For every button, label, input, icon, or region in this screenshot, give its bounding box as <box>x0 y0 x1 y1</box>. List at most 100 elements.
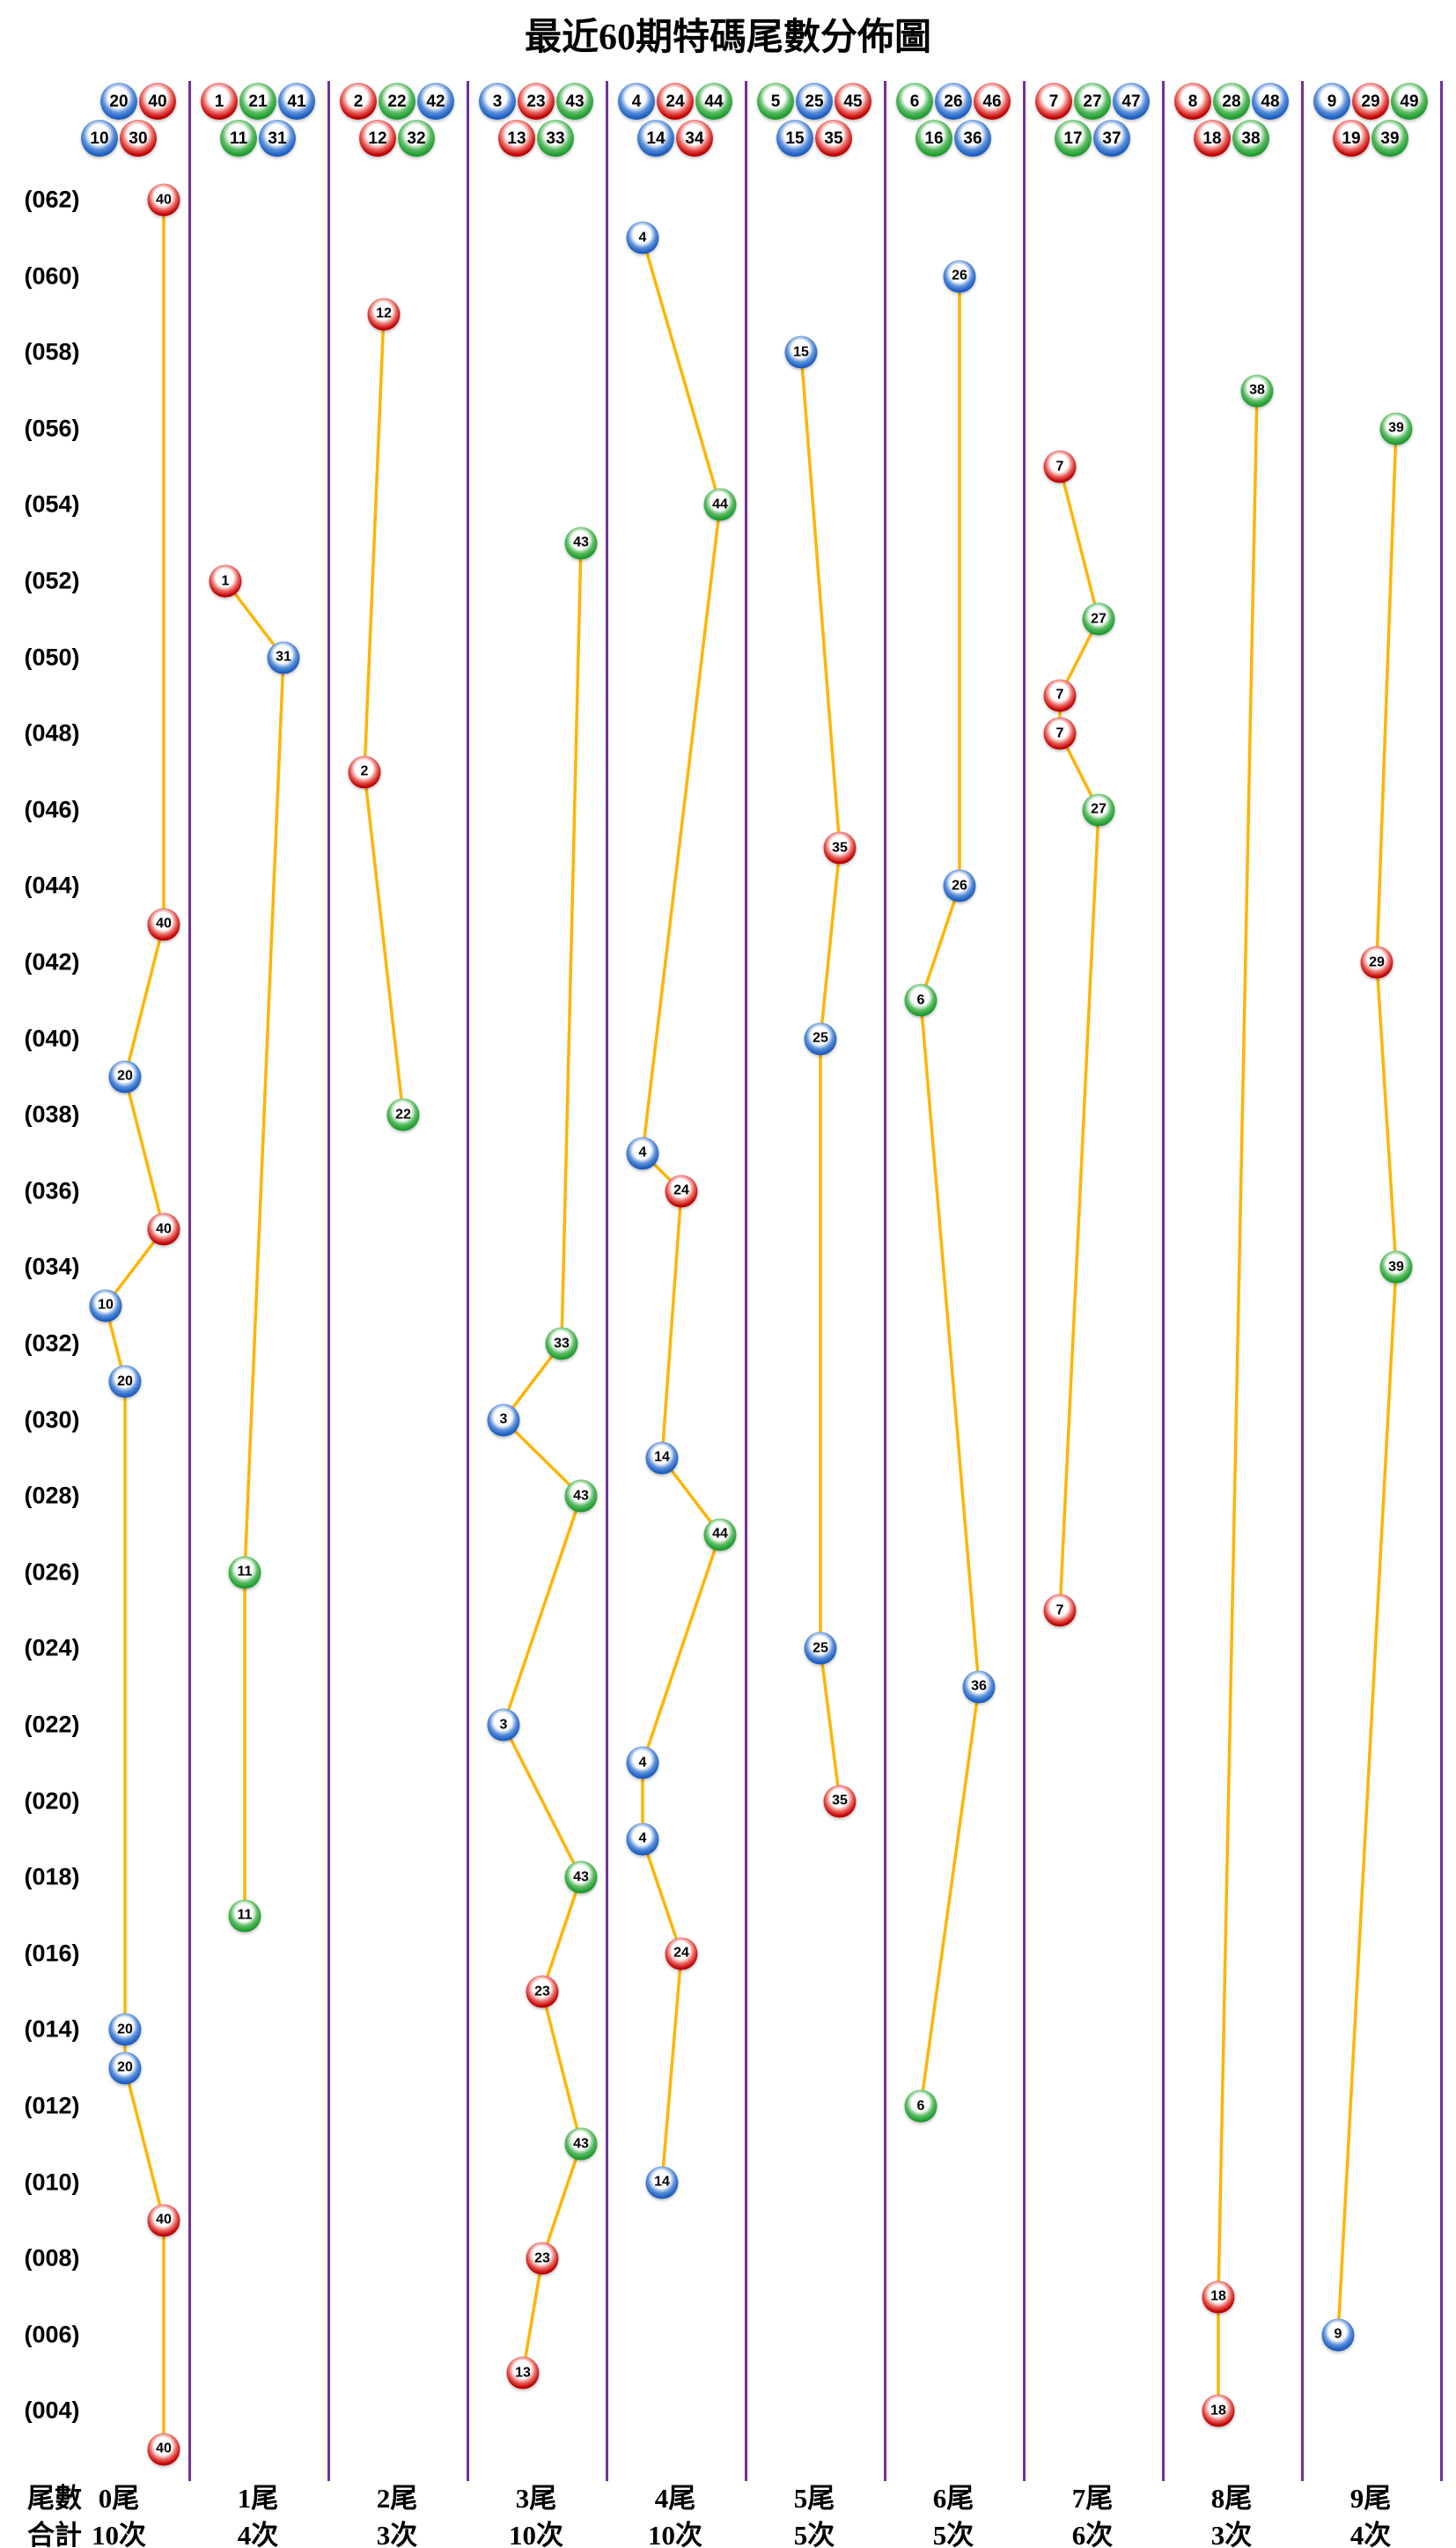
footer-tail-value: 1尾 <box>237 2483 279 2514</box>
lottery-ball-33: 33 <box>537 120 574 157</box>
ball-number: 33 <box>554 1336 570 1351</box>
lottery-ball-7: 7 <box>1043 717 1077 750</box>
footer-tail-value: 0尾 <box>98 2483 140 2514</box>
ball-number: 31 <box>268 129 287 148</box>
ball-number: 34 <box>685 129 704 148</box>
lottery-ball-27: 27 <box>1082 602 1115 636</box>
trend-line <box>1217 390 1259 2412</box>
lottery-ball-22: 22 <box>379 83 415 120</box>
ball-number: 14 <box>654 1449 670 1465</box>
trend-line <box>799 352 842 1801</box>
ball-number: 43 <box>573 2136 589 2152</box>
ball-number: 24 <box>665 92 685 111</box>
column-divider <box>327 81 330 2481</box>
ball-number: 7 <box>1055 725 1064 741</box>
lottery-ball-4: 4 <box>618 83 655 120</box>
ball-number: 18 <box>1210 2288 1226 2304</box>
lottery-ball-20: 20 <box>100 83 137 120</box>
ball-number: 10 <box>90 129 109 148</box>
lottery-ball-40: 40 <box>147 908 180 941</box>
lottery-ball-28: 28 <box>1213 83 1250 120</box>
lottery-ball-39: 39 <box>1379 412 1413 446</box>
ball-number: 23 <box>534 2250 550 2266</box>
y-axis-tick: (056) <box>24 415 80 442</box>
lottery-ball-5: 5 <box>757 83 794 120</box>
y-axis-tick: (052) <box>24 567 80 594</box>
y-axis-tick: (038) <box>24 1101 80 1128</box>
lottery-ball-20: 20 <box>108 2013 142 2046</box>
lottery-ball-37: 37 <box>1093 120 1130 157</box>
ball-number: 20 <box>109 92 129 111</box>
lottery-ball-7: 7 <box>1043 450 1077 483</box>
lottery-ball-22: 22 <box>386 1098 420 1131</box>
column-divider <box>884 81 886 2481</box>
ball-number: 40 <box>156 1221 172 1237</box>
lottery-ball-1: 1 <box>201 83 238 120</box>
ball-number: 13 <box>515 2365 531 2381</box>
trend-line <box>224 579 285 1916</box>
ball-number: 3 <box>499 1411 508 1427</box>
footer-total-label: 合計 <box>27 2520 82 2548</box>
ball-number: 30 <box>129 129 148 148</box>
lottery-ball-4: 4 <box>626 221 659 254</box>
column-divider <box>1301 81 1304 2481</box>
trend-line <box>1336 428 1398 2335</box>
footer-tail-value: 9尾 <box>1349 2483 1392 2514</box>
ball-number: 22 <box>387 92 407 111</box>
lottery-ball-36: 36 <box>962 1670 996 1704</box>
column-divider <box>1440 81 1443 2481</box>
lottery-ball-18: 18 <box>1202 2280 1235 2313</box>
footer-tail-value: 5尾 <box>793 2483 835 2514</box>
lottery-ball-7: 7 <box>1043 679 1077 712</box>
column-divider <box>188 81 191 2481</box>
lottery-ball-13: 13 <box>506 2356 540 2390</box>
lottery-ball-3: 3 <box>479 83 516 120</box>
lottery-ball-14: 14 <box>645 2166 679 2199</box>
lottery-ball-40: 40 <box>147 1212 180 1246</box>
lottery-ball-38: 38 <box>1240 374 1274 407</box>
ball-number: 36 <box>971 1678 987 1694</box>
ball-number: 40 <box>156 2212 172 2228</box>
lottery-ball-41: 41 <box>278 83 315 120</box>
y-axis-tick: (014) <box>24 2015 80 2043</box>
ball-number: 22 <box>395 1107 411 1123</box>
y-axis-tick: (004) <box>24 2397 80 2424</box>
lottery-ball-43: 43 <box>564 1479 598 1513</box>
ball-number: 47 <box>1121 92 1141 111</box>
lottery-ball-43: 43 <box>564 1860 598 1894</box>
ball-number: 10 <box>98 1297 114 1313</box>
lottery-ball-13: 13 <box>498 120 535 157</box>
lottery-ball-1: 1 <box>209 564 242 598</box>
lottery-ball-3: 3 <box>487 1403 520 1437</box>
ball-number: 23 <box>526 92 546 111</box>
lottery-ball-36: 36 <box>954 120 991 157</box>
lottery-ball-2: 2 <box>340 83 377 120</box>
y-axis-tick: (018) <box>24 1863 80 1890</box>
lottery-ball-44: 44 <box>703 1518 737 1550</box>
lottery-ball-10: 10 <box>81 120 118 157</box>
ball-number: 4 <box>638 1145 647 1160</box>
y-axis-tick: (046) <box>24 796 80 823</box>
y-axis-tick: (062) <box>24 186 80 213</box>
ball-number: 7 <box>1055 1602 1064 1618</box>
lottery-ball-46: 46 <box>974 83 1011 120</box>
lottery-ball-40: 40 <box>139 83 176 120</box>
y-axis-tick: (020) <box>24 1787 80 1815</box>
y-axis-tick: (016) <box>24 1940 80 1967</box>
trend-line <box>1058 466 1100 1611</box>
ball-number: 3 <box>499 1717 508 1732</box>
lottery-ball-27: 27 <box>1074 83 1111 120</box>
y-axis-tick: (060) <box>24 262 80 290</box>
column-divider <box>1162 81 1165 2481</box>
lottery-ball-44: 44 <box>695 83 732 120</box>
lottery-ball-15: 15 <box>784 335 818 369</box>
ball-number: 5 <box>770 92 781 111</box>
ball-number: 45 <box>843 92 863 111</box>
lottery-ball-16: 16 <box>916 120 952 157</box>
footer-count-value: 10次 <box>509 2520 563 2548</box>
lottery-ball-34: 34 <box>676 120 713 157</box>
ball-number: 15 <box>793 344 809 360</box>
lottery-ball-12: 12 <box>359 120 396 157</box>
ball-number: 41 <box>287 92 306 111</box>
y-axis-tick: (048) <box>24 719 80 747</box>
